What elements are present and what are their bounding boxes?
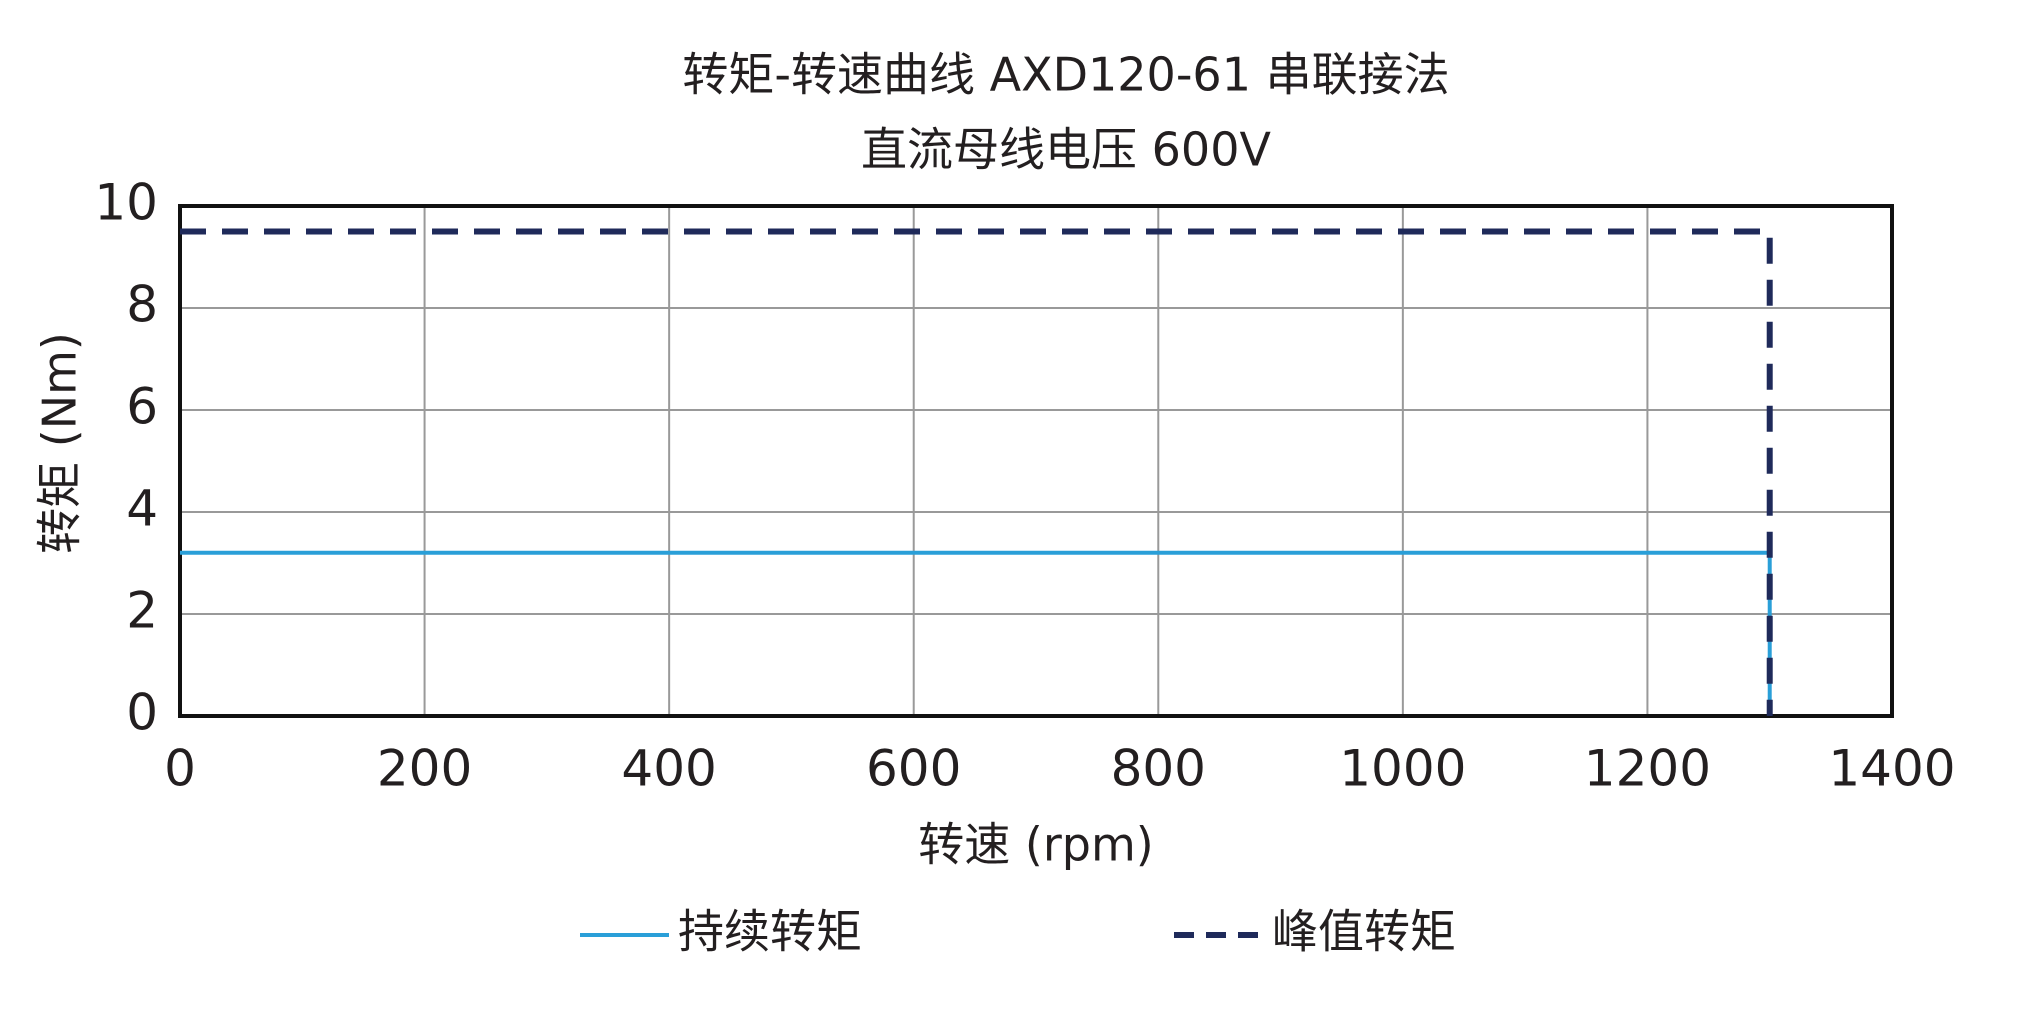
- x-tick-label: 1200: [1584, 740, 1711, 798]
- y-tick-label: 0: [126, 684, 158, 742]
- y-axis-label: 转矩 (Nm): [33, 332, 87, 554]
- x-tick-label: 800: [1111, 740, 1206, 798]
- x-tick-label: 0: [164, 740, 196, 798]
- x-tick-label: 1400: [1828, 740, 1955, 798]
- x-tick-label: 200: [377, 740, 472, 798]
- chart-title: 转矩-转速曲线 AXD120-61 串联接法: [682, 48, 1449, 102]
- plot-frame: [178, 204, 1894, 718]
- x-tick-label: 1000: [1339, 740, 1466, 798]
- chart-subtitle: 直流母线电压 600V: [861, 123, 1271, 177]
- x-tick-label: 400: [621, 740, 716, 798]
- x-tick-label: 600: [866, 740, 961, 798]
- x-axis-label: 转速 (rpm): [918, 818, 1153, 872]
- y-tick-label: 2: [126, 582, 158, 640]
- legend-label: 峰值转矩: [1272, 905, 1456, 959]
- y-tick-label: 6: [126, 378, 158, 436]
- y-tick-label: 10: [94, 174, 158, 232]
- legend-label: 持续转矩: [678, 905, 862, 959]
- y-tick-label: 8: [126, 276, 158, 334]
- series-line: [180, 228, 1773, 716]
- y-tick-label: 4: [126, 480, 158, 538]
